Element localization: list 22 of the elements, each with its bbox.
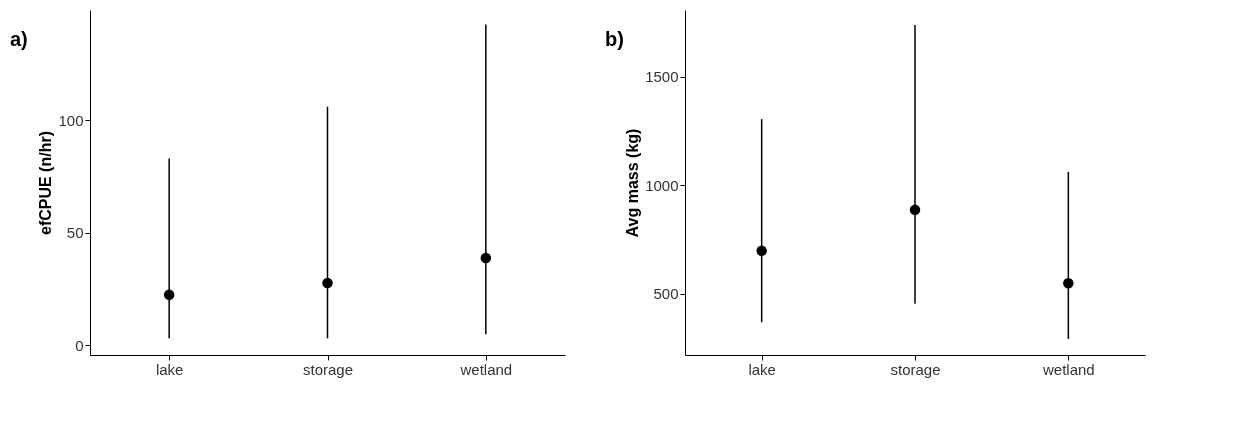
y-axis-title: Avg mass (kg) <box>624 128 642 238</box>
text: b) <box>605 28 624 50</box>
y-tick-label: 0 <box>75 336 84 354</box>
y-tick-label: 100 <box>58 111 84 129</box>
point <box>756 245 767 257</box>
y-tick-label: 1500 <box>645 68 679 86</box>
point <box>322 277 333 289</box>
y-axis-title: efCPUE (n/hr) <box>37 131 55 235</box>
y-tick-label: 500 <box>653 285 679 303</box>
x-tick-label: wetland <box>459 360 513 378</box>
point <box>163 289 175 300</box>
x-tick-label: storage <box>890 360 941 378</box>
y-tick-label: 1000 <box>645 176 679 194</box>
x-tick-label: wetland <box>1041 360 1095 378</box>
point <box>909 204 921 216</box>
text: a) <box>10 28 28 50</box>
point <box>480 252 492 264</box>
y-tick-label: 50 <box>66 224 84 242</box>
x-tick-label: lake <box>748 360 776 378</box>
x-tick-label: storage <box>302 360 354 378</box>
point <box>1063 277 1074 289</box>
x-tick-label: lake <box>155 360 184 378</box>
